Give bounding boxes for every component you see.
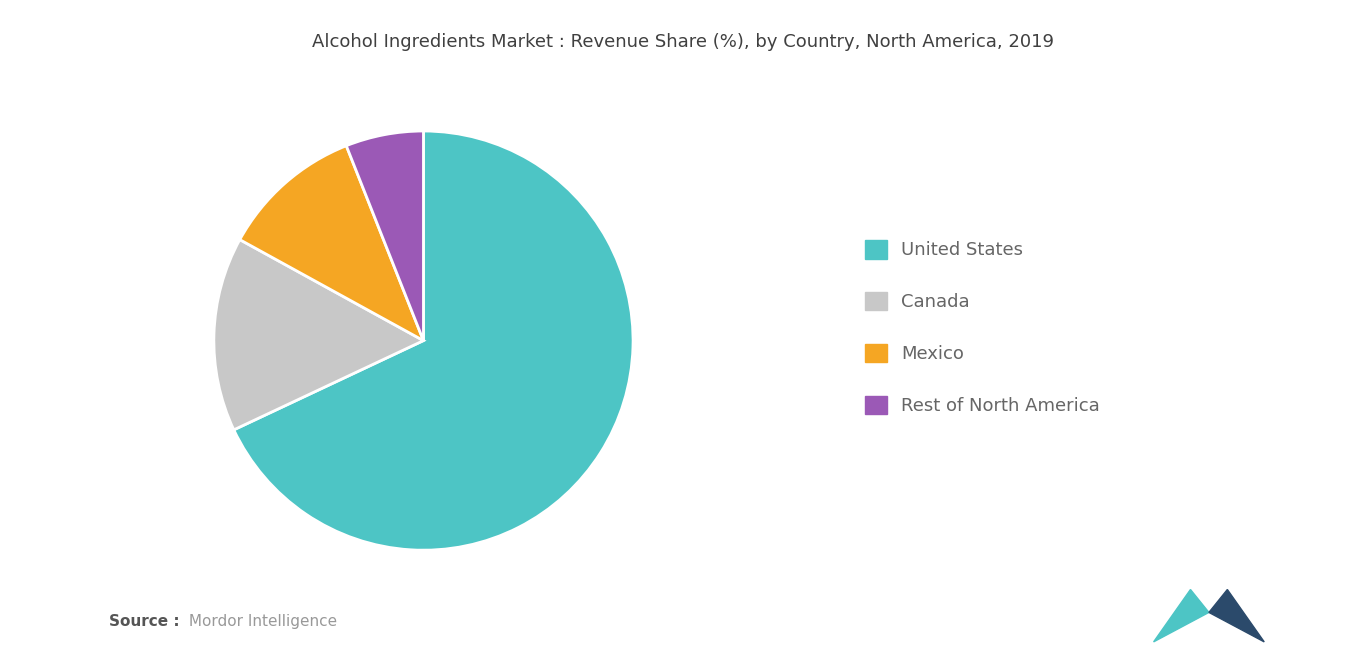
Text: Source :: Source : — [109, 614, 180, 629]
Text: Alcohol Ingredients Market : Revenue Share (%), by Country, North America, 2019: Alcohol Ingredients Market : Revenue Sha… — [311, 33, 1055, 50]
Wedge shape — [234, 131, 632, 550]
Polygon shape — [1209, 590, 1265, 642]
Text: Mordor Intelligence: Mordor Intelligence — [184, 614, 337, 629]
Wedge shape — [214, 240, 423, 430]
Wedge shape — [347, 131, 423, 341]
Wedge shape — [240, 145, 423, 341]
Polygon shape — [1153, 590, 1209, 642]
Legend: United States, Canada, Mexico, Rest of North America: United States, Canada, Mexico, Rest of N… — [856, 231, 1109, 424]
